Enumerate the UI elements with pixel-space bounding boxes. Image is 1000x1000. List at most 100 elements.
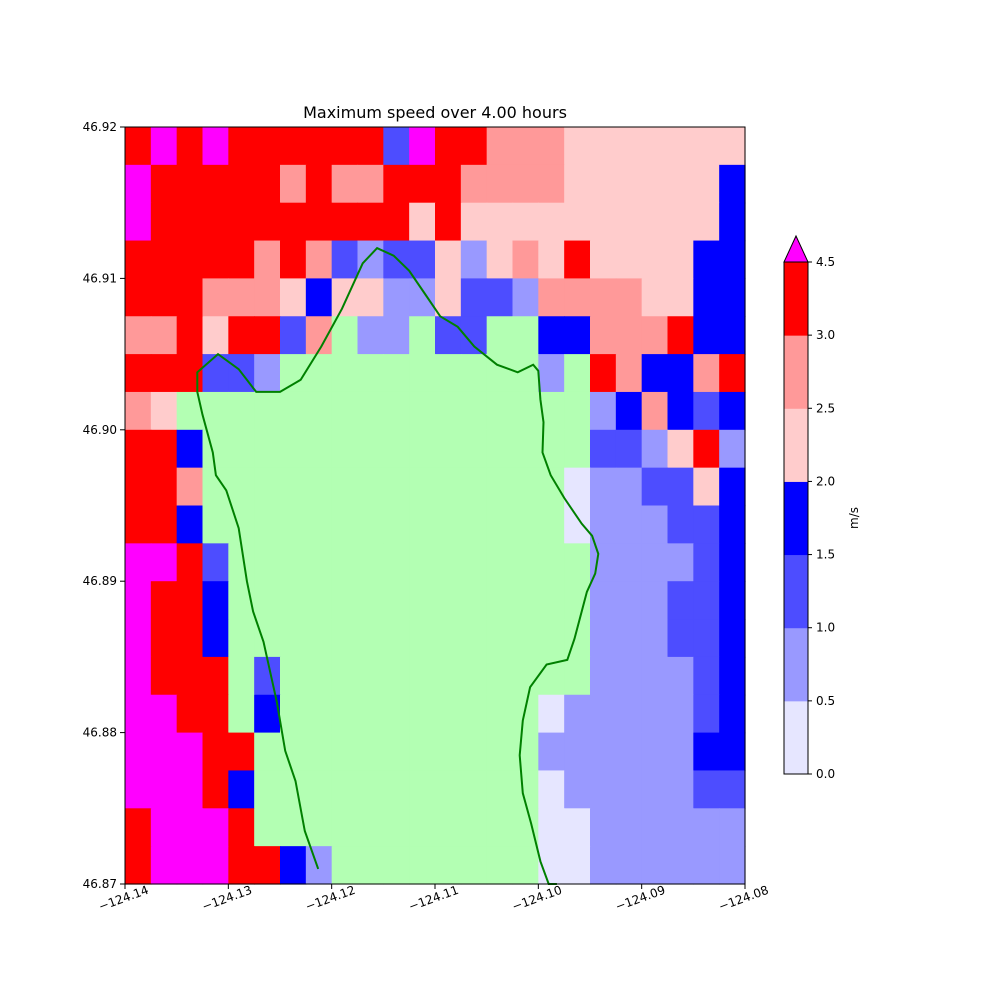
heatmap-cell [435, 391, 462, 431]
heatmap-cell [564, 732, 591, 772]
heatmap-cell [305, 656, 333, 696]
heatmap-cell [641, 581, 669, 620]
heatmap-cell [383, 202, 410, 242]
heatmap-cell [460, 846, 488, 885]
heatmap-cell [331, 694, 359, 734]
heatmap-cell [486, 656, 514, 696]
heatmap-cell [460, 391, 488, 431]
heatmap-cell [435, 619, 462, 658]
colorbar-segment [784, 481, 808, 556]
heatmap-cell [460, 808, 488, 847]
heatmap-cell [693, 354, 720, 393]
heatmap-cell [305, 467, 333, 507]
heatmap-cell [564, 846, 591, 885]
heatmap-cell [331, 543, 359, 582]
heatmap-cell [228, 127, 255, 166]
heatmap-cell [383, 278, 410, 317]
heatmap-cell [719, 581, 746, 620]
heatmap-cell [486, 202, 514, 242]
colorbar-segment [784, 700, 808, 775]
y-tick-label: 46.91 [83, 271, 117, 285]
heatmap-cell [667, 429, 694, 469]
heatmap-cell [486, 278, 514, 317]
heatmap-cell [486, 619, 514, 658]
heatmap-cell [667, 846, 694, 885]
heatmap-cell [564, 543, 591, 582]
heatmap-cell [202, 240, 229, 279]
heatmap-cell [331, 732, 359, 772]
heatmap-cell [254, 127, 281, 166]
heatmap-cell [305, 808, 333, 847]
heatmap-cell [176, 543, 204, 582]
heatmap-cell [409, 127, 436, 166]
heatmap-cell [486, 694, 514, 734]
heatmap-cell [331, 316, 359, 355]
heatmap-cell [460, 354, 488, 393]
heatmap-cell [357, 619, 384, 658]
heatmap-cell [538, 808, 565, 847]
heatmap-cell [693, 619, 720, 658]
heatmap-cell [460, 694, 488, 734]
heatmap-cell [693, 770, 720, 809]
heatmap-cell [693, 316, 720, 355]
heatmap-cell [719, 127, 746, 166]
heatmap-cell [150, 581, 178, 620]
heatmap-cells [125, 127, 746, 885]
heatmap-cell [228, 467, 255, 507]
heatmap-cell [150, 619, 178, 658]
colorbar-tick-label: 1.5 [816, 548, 835, 562]
coastline [196, 246, 600, 885]
heatmap-cell [409, 581, 436, 620]
heatmap-cell [641, 732, 669, 772]
heatmap-cell [641, 467, 669, 507]
x-tick-label: −124.08 [717, 883, 771, 914]
heatmap-cell [357, 467, 384, 507]
heatmap-cell [176, 164, 204, 204]
heatmap-cell [176, 808, 204, 847]
heatmap-cell [590, 391, 617, 431]
heatmap-cell [150, 732, 178, 772]
heatmap-cell [280, 429, 307, 469]
heatmap-cell [512, 316, 539, 355]
heatmap-cell [383, 846, 410, 885]
colorbar: 0.0 0.5 1.0 1.5 2.0 2.5 3.0 4.5 m/s [783, 234, 861, 781]
heatmap-cell [564, 164, 591, 204]
heatmap-cell [435, 808, 462, 847]
heatmap-cell [512, 543, 539, 582]
heatmap-cell [641, 770, 669, 809]
heatmap-cell [460, 278, 488, 317]
colorbar-tick-label: 4.5 [816, 255, 835, 269]
heatmap-cell [125, 354, 152, 393]
heatmap-cell [564, 354, 591, 393]
heatmap-cell [615, 619, 643, 658]
heatmap-cell [202, 164, 229, 204]
heatmap-cell [125, 505, 152, 544]
heatmap-cell [254, 543, 281, 582]
heatmap-cell [125, 391, 152, 431]
heatmap-cell [693, 164, 720, 204]
heatmap-cell [538, 278, 565, 317]
heatmap-cell [693, 391, 720, 431]
heatmap-cell [150, 202, 178, 242]
heatmap-cell [512, 127, 539, 166]
heatmap-cell [176, 467, 204, 507]
heatmap-cell [538, 127, 565, 166]
heatmap-cell [693, 429, 720, 469]
heatmap-cell [435, 467, 462, 507]
heatmap-cell [125, 770, 152, 809]
heatmap-cell [280, 694, 307, 734]
heatmap-cell [228, 770, 255, 809]
heatmap-cell [331, 354, 359, 393]
heatmap-cell [512, 391, 539, 431]
heatmap-cell [176, 127, 204, 166]
heatmap-cell [719, 202, 746, 242]
heatmap-cell [512, 619, 539, 658]
heatmap-cell [228, 846, 255, 885]
heatmap-cell [305, 202, 333, 242]
heatmap-cell [435, 127, 462, 166]
heatmap-cell [357, 505, 384, 544]
heatmap-cell [564, 694, 591, 734]
heatmap-cell [590, 354, 617, 393]
heatmap-cell [409, 505, 436, 544]
heatmap-cell [409, 164, 436, 204]
